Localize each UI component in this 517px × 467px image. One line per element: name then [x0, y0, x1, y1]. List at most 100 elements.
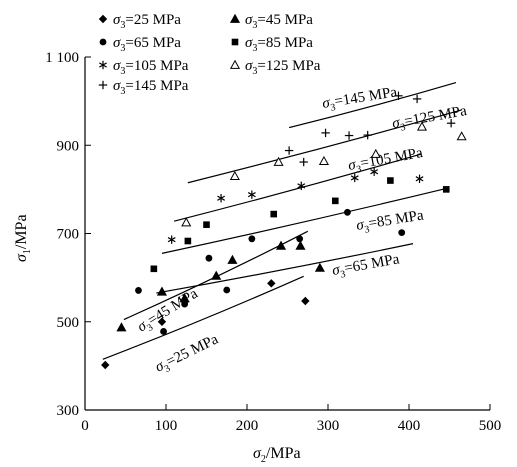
data-point	[223, 286, 231, 294]
legend-label: σ3=125 MPa	[245, 58, 321, 77]
fit-curve	[156, 243, 414, 294]
data-point	[205, 254, 213, 262]
y-tick-label: 500	[57, 315, 80, 331]
y-tick-label: 300	[57, 403, 80, 419]
legend-marker	[98, 14, 108, 24]
x-tick-label: 400	[398, 418, 421, 434]
legend-item: σ3=25 MPa	[98, 12, 181, 31]
y-tick-label: 900	[57, 138, 80, 154]
legend-marker	[98, 80, 108, 90]
data-point	[227, 254, 238, 264]
fit-curve-label: σ3=25 MPa	[153, 331, 223, 378]
legend-item: σ3=65 MPa	[99, 35, 181, 54]
data-point	[229, 170, 240, 180]
data-point	[270, 210, 278, 218]
data-point	[314, 262, 325, 272]
x-axis-title: σ2/MPa	[253, 445, 301, 465]
legend-item: σ3=105 MPa	[99, 58, 189, 77]
legend: σ3=25 MPa σ3=45 MPa σ3=65 MPa σ3=85 MPa σ3=1…	[98, 12, 321, 97]
data-point	[156, 286, 167, 296]
data-point	[273, 156, 284, 166]
data-point	[203, 221, 210, 228]
data-point	[135, 287, 142, 294]
fit-curve	[187, 109, 462, 184]
fit-curve	[161, 187, 449, 254]
data-point	[211, 270, 222, 280]
legend-item: σ3=125 MPa	[229, 58, 321, 77]
data-point	[370, 167, 379, 176]
data-point	[160, 328, 167, 335]
y-axis-title: σ1/MPa	[13, 214, 33, 262]
data-point	[116, 322, 127, 332]
data-point	[267, 279, 276, 288]
y-tick-label: 700	[57, 227, 80, 243]
data-point	[157, 317, 167, 326]
data-point	[297, 181, 306, 191]
fit-curve-label: σ3=85 MPa	[355, 207, 425, 236]
legend-marker	[99, 60, 107, 70]
data-point	[295, 240, 306, 250]
x-tick-label: 300	[317, 418, 340, 434]
marker-stroke	[297, 183, 306, 189]
fit-curve-label: σ3=125 MPa	[391, 103, 469, 135]
data-point	[456, 131, 467, 141]
legend-label: σ3=65 MPa	[113, 35, 181, 54]
data-point	[248, 235, 256, 243]
data-point	[446, 118, 456, 128]
x-tick-label: 100	[155, 418, 178, 434]
data-point	[275, 240, 287, 250]
fit-curve-label: σ3=65 MPa	[331, 251, 402, 282]
data-point	[217, 194, 226, 203]
axes: 0 100 200 300 400 500 300 500 700 900 1 100 σ2/MPa σ…	[13, 50, 501, 465]
legend-marker	[99, 38, 107, 46]
data-point	[284, 146, 294, 155]
data-point	[344, 131, 354, 140]
data-point	[387, 177, 394, 184]
data-point	[344, 208, 351, 216]
data-point	[370, 148, 381, 158]
legend-label: σ3=85 MPa	[245, 35, 313, 54]
x-tick-label: 500	[479, 418, 502, 434]
data-point	[301, 296, 310, 306]
legend-label: σ3=145 MPa	[113, 78, 189, 97]
data-point	[296, 235, 304, 243]
marker-stroke	[415, 176, 424, 182]
data-point	[101, 360, 110, 370]
data-point	[394, 91, 403, 101]
fit-curve	[102, 275, 304, 360]
data-point	[398, 229, 406, 237]
data-point	[181, 217, 192, 227]
data-point	[184, 237, 192, 245]
legend-item: σ3=85 MPa	[231, 35, 313, 54]
marker-stroke	[167, 237, 176, 243]
fit-curve-label: σ3=105 MPa	[347, 145, 425, 177]
data-point	[442, 186, 450, 193]
data-point	[318, 155, 329, 165]
marker-stroke	[350, 175, 359, 181]
marker-stroke	[217, 195, 226, 201]
legend-marker	[231, 38, 239, 46]
x-tick-label: 200	[236, 418, 259, 434]
data-point	[299, 157, 308, 167]
data-point	[412, 94, 422, 104]
legend-label: σ3=45 MPa	[245, 12, 313, 31]
data-point	[363, 130, 372, 140]
legend-item: σ3=45 MPa	[229, 12, 313, 31]
data-point	[350, 173, 359, 183]
legend-marker	[229, 13, 241, 23]
fit-curve-label: σ3=145 MPa	[321, 84, 399, 115]
legend-label: σ3=105 MPa	[113, 58, 189, 77]
legend-marker	[229, 59, 241, 69]
marker-stroke	[370, 169, 379, 175]
data-point	[181, 300, 189, 308]
data-point	[321, 128, 330, 138]
x-tick-label: 0	[81, 418, 89, 434]
legend-label: σ3=25 MPa	[113, 12, 181, 31]
data-point	[167, 235, 176, 244]
data-point	[150, 265, 158, 273]
marker-stroke	[247, 192, 256, 198]
data-point	[415, 174, 424, 183]
